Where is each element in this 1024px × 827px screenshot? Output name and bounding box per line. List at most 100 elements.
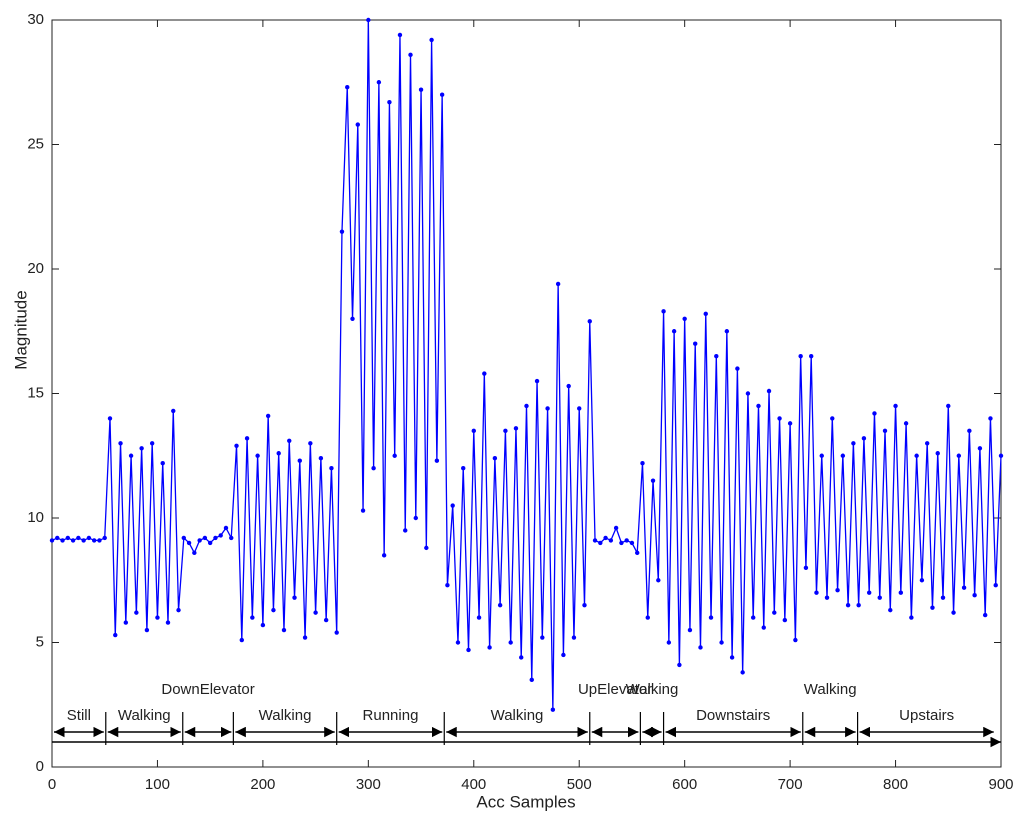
data-point <box>91 538 97 543</box>
data-point <box>671 329 677 334</box>
data-point <box>466 647 471 653</box>
data-point <box>60 538 65 543</box>
data-point <box>845 602 851 608</box>
data-point <box>503 428 508 434</box>
segment-label: Still <box>67 707 91 724</box>
data-point <box>998 453 1004 458</box>
data-point <box>455 640 461 645</box>
data-point <box>139 446 144 451</box>
x-axis-label: Acc Samples <box>476 792 575 811</box>
data-point <box>445 583 450 588</box>
data-point <box>345 85 350 90</box>
segment-label: Downstairs <box>696 707 770 724</box>
data-point <box>598 540 603 546</box>
data-point <box>418 87 424 92</box>
data-point <box>782 617 788 623</box>
data-point <box>128 453 134 458</box>
data-point <box>192 550 197 556</box>
data-point <box>777 416 782 421</box>
data-point <box>207 540 213 546</box>
x-tick-label: 500 <box>567 776 592 793</box>
data-point <box>529 677 534 683</box>
data-point <box>882 428 888 434</box>
data-point <box>919 578 925 583</box>
data-point <box>86 535 92 541</box>
segment-label: Walking <box>491 707 544 724</box>
data-point <box>408 52 413 58</box>
data-point <box>877 595 882 600</box>
data-point <box>381 553 387 558</box>
data-point <box>814 590 819 595</box>
data-point <box>577 406 582 411</box>
x-tick-label: 400 <box>461 776 486 793</box>
data-point <box>951 610 956 615</box>
data-point <box>703 311 708 317</box>
data-point <box>935 451 940 456</box>
data-point <box>255 453 260 458</box>
data-point <box>719 640 724 645</box>
data-point <box>223 525 229 531</box>
data-point <box>70 538 76 543</box>
data-point <box>202 535 208 541</box>
data-point <box>624 538 629 543</box>
data-point <box>608 538 614 543</box>
y-axis-label: Magnitude <box>11 290 30 369</box>
segment-label: Walking <box>259 707 312 724</box>
data-point <box>888 607 893 613</box>
data-point <box>339 229 345 234</box>
data-point <box>360 508 366 513</box>
data-point <box>756 403 761 409</box>
data-point <box>350 316 355 321</box>
data-point <box>956 453 962 458</box>
data-point <box>909 615 914 620</box>
data-point <box>924 441 930 446</box>
data-point <box>413 515 418 521</box>
data-point <box>424 545 429 551</box>
data-point <box>123 620 129 625</box>
data-point <box>81 538 86 543</box>
data-point <box>524 403 529 409</box>
data-point <box>729 655 735 660</box>
segment-label: Walking <box>804 681 857 698</box>
data-point <box>176 607 181 613</box>
data-point <box>766 388 772 394</box>
data-point <box>645 615 650 620</box>
data-point <box>403 528 408 533</box>
data-point <box>534 378 540 384</box>
data-point <box>371 466 376 471</box>
data-point <box>107 416 113 421</box>
data-point <box>376 80 382 85</box>
data-point <box>650 478 656 483</box>
data-point <box>635 550 640 556</box>
segment-label: Walking <box>626 681 679 698</box>
data-point <box>476 615 482 620</box>
data-point <box>471 428 476 434</box>
y-tick-label: 25 <box>27 135 44 152</box>
data-point <box>181 535 187 541</box>
data-point <box>297 458 302 463</box>
data-point <box>592 538 598 543</box>
data-point <box>787 421 793 426</box>
data-point <box>603 535 608 541</box>
data-point <box>555 281 561 287</box>
data-point <box>809 353 814 359</box>
data-point <box>329 466 334 471</box>
data-point <box>244 436 250 441</box>
data-point <box>113 632 118 638</box>
data-point <box>751 615 756 620</box>
data-point <box>988 416 993 421</box>
data-point <box>271 607 276 613</box>
data-point <box>666 640 672 645</box>
y-tick-label: 10 <box>27 509 44 526</box>
data-point <box>487 645 492 650</box>
data-point <box>497 602 503 608</box>
data-point <box>851 441 856 446</box>
y-tick-label: 15 <box>27 384 44 401</box>
data-point <box>49 538 55 543</box>
data-point <box>229 535 234 541</box>
data-point <box>682 316 687 321</box>
data-point <box>613 525 619 531</box>
data-point <box>982 612 988 618</box>
data-point <box>366 17 371 23</box>
data-point <box>566 383 571 389</box>
